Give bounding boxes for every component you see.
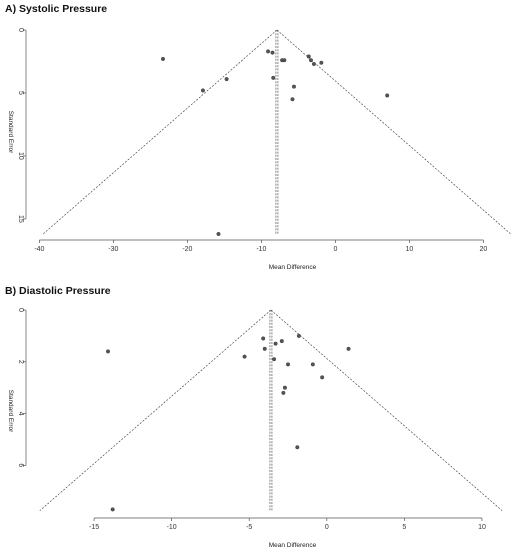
study-point [319, 60, 324, 65]
y-tick-label: 10 [17, 152, 24, 160]
study-point [200, 88, 205, 93]
x-tick-label: -5 [246, 524, 252, 531]
funnel-left-limit [39, 309, 272, 511]
study-point [291, 84, 296, 89]
panel-b-title-text: Diastolic Pressure [19, 285, 111, 297]
study-point [271, 75, 276, 80]
panel-a-label: A) [5, 3, 17, 15]
panel-b-title: B) Diastolic Pressure [5, 285, 111, 297]
study-point [306, 54, 311, 59]
y-tick-label: 5 [17, 91, 24, 95]
panel-a-title: A) Systolic Pressure [5, 3, 107, 15]
study-point [385, 93, 390, 98]
y-tick-label: 0 [17, 308, 24, 312]
y-tick-label: 2 [17, 360, 24, 364]
study-point [308, 58, 313, 63]
study-point [106, 349, 111, 354]
study-point [286, 362, 291, 367]
x-tick-label: 0 [333, 246, 337, 253]
funnel-right-limit [270, 309, 503, 511]
x-tick-label: -10 [167, 524, 177, 531]
x-tick-label: -10 [256, 246, 266, 253]
x-tick-label: -15 [89, 524, 99, 531]
study-point [320, 375, 325, 380]
x-tick-label: 10 [478, 524, 486, 531]
y-axis-title: Standard Error [7, 390, 14, 433]
funnel-right-limit [276, 29, 511, 235]
study-point [282, 385, 287, 390]
x-tick-label: -30 [108, 246, 118, 253]
study-point [311, 62, 316, 67]
study-point [262, 346, 267, 351]
study-point [282, 58, 287, 63]
y-tick-label: 6 [17, 463, 24, 467]
funnel-left-limit [42, 29, 278, 235]
study-point [216, 231, 221, 236]
study-point [272, 357, 277, 362]
study-point [270, 50, 275, 55]
x-tick-label: -40 [34, 246, 44, 253]
panel-b-label: B) [5, 285, 17, 297]
panel-b: -15 -10 -5 0 5 10 0 2 4 6 Mean Difference Standard … [7, 308, 503, 549]
study-point [242, 354, 247, 359]
study-point [295, 445, 300, 450]
x-tick-label: 5 [402, 524, 406, 531]
y-tick-label: 4 [17, 412, 24, 416]
study-point [110, 507, 115, 512]
study-point [290, 97, 295, 102]
study-point [281, 390, 286, 395]
x-tick-label: 0 [325, 524, 329, 531]
study-point [160, 56, 165, 61]
panel-a-title-text: Systolic Pressure [19, 3, 108, 15]
x-tick-label: 10 [406, 246, 414, 253]
panel-a: -40 -30 -20 -10 0 10 20 0 5 10 15 Mean Difference St… [7, 28, 511, 271]
y-tick-label: 0 [17, 28, 24, 32]
y-axis-title: Standard Error [7, 111, 14, 154]
study-point [279, 339, 284, 344]
x-axis-title: Mean Difference [269, 542, 317, 549]
study-point [224, 77, 229, 82]
y-tick-label: 15 [17, 215, 24, 223]
x-tick-label: 20 [480, 246, 488, 253]
x-tick-label: -20 [182, 246, 192, 253]
x-axis-title: Mean Difference [269, 264, 317, 271]
study-point [346, 346, 351, 351]
study-point [261, 336, 266, 341]
study-point [266, 49, 271, 54]
study-point [296, 333, 301, 338]
study-point [310, 362, 315, 367]
study-point [273, 341, 278, 346]
